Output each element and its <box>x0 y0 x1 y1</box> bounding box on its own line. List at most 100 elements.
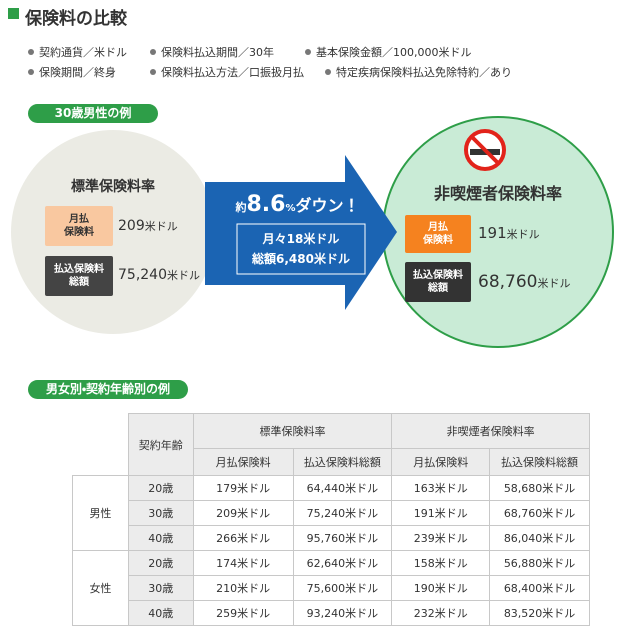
value-cell: 93,240米ドル <box>292 600 393 626</box>
amount: 75,240 <box>118 267 167 283</box>
header-cell: 月払保険料 <box>391 448 491 476</box>
value-cell: 179米ドル <box>192 475 294 501</box>
header-cell: 払込保険料総額 <box>489 448 590 476</box>
header-cell: 月払保険料 <box>192 448 294 476</box>
value-cell: 68,400米ドル <box>489 575 590 601</box>
value-cell: 266米ドル <box>192 525 294 551</box>
condition: 特定疾病保険料払込免除特約／あり <box>325 64 512 80</box>
condition: 保険期間／終身 <box>28 64 116 80</box>
condition: 保険料払込期間／30年 <box>150 44 274 60</box>
title-icon <box>8 8 19 19</box>
value-cell: 158米ドル <box>391 550 491 576</box>
gender-cell: 女性 <box>72 550 129 626</box>
value-cell: 259米ドル <box>192 600 294 626</box>
reduction-monthly: 月々18米ドル <box>262 232 340 246</box>
label-line: 総額 <box>69 277 89 288</box>
age-cell: 20歳 <box>127 475 194 501</box>
standard-circle <box>11 130 215 334</box>
reduction: 約8.6%ダウン！ <box>205 192 390 217</box>
header-cell: 標準保険料率 <box>192 413 393 449</box>
amount: 191 <box>478 224 507 242</box>
nonsmoker-total: 68,760米ドル <box>478 272 570 292</box>
value-cell: 163米ドル <box>391 475 491 501</box>
title: 保険料の比較 <box>25 9 127 29</box>
nonsmoker-monthly: 191米ドル <box>478 224 540 242</box>
value-cell: 95,760米ドル <box>292 525 393 551</box>
table-row: 40歳 259米ドル 93,240米ドル 232米ドル 83,520米ドル <box>73 600 590 626</box>
gender-cell: 男性 <box>72 475 129 551</box>
age-cell: 20歳 <box>127 550 194 576</box>
reduction-detail: 月々18米ドル 総額6,480米ドル <box>237 229 365 269</box>
label-line: 保険料 <box>64 227 94 238</box>
corner <box>72 413 129 476</box>
age-cell: 30歳 <box>127 500 194 526</box>
label-line: 払込保険料 <box>413 270 463 281</box>
value-cell: 210米ドル <box>192 575 294 601</box>
premium-table: 契約年齢 標準保険料率 非喫煙者保険料率 月払保険料 払込保険料総額 月払保険料… <box>72 413 590 626</box>
reduction-suffix: ダウン！ <box>295 196 360 215</box>
condition: 契約通貨／米ドル <box>28 44 127 60</box>
value-cell: 64,440米ドル <box>292 475 393 501</box>
unit: 米ドル <box>506 228 540 241</box>
age-cell: 30歳 <box>127 575 194 601</box>
unit: 米ドル <box>537 277 571 290</box>
table-body: 男性 20歳 179米ドル 64,440米ドル 163米ドル 58,680米ドル 30歳 20… <box>72 475 590 626</box>
table-head: 契約年齢 標準保険料率 非喫煙者保険料率 月払保険料 払込保険料総額 月払保険料… <box>72 413 590 476</box>
nonsmoker-monthly-label: 月払 保険料 <box>405 215 471 253</box>
table-label: 男女別・契約年齢別の例 <box>28 380 188 399</box>
age-cell: 40歳 <box>127 525 194 551</box>
value-cell: 62,640米ドル <box>292 550 393 576</box>
standard-total-label: 払込保険料 総額 <box>45 256 113 296</box>
label-line: 払込保険料 <box>54 264 104 275</box>
value-cell: 190米ドル <box>391 575 491 601</box>
value-cell: 83,520米ドル <box>489 600 590 626</box>
standard-monthly: 209米ドル <box>118 218 178 234</box>
standard-title: 標準保険料率 <box>71 179 155 195</box>
example-label: 30歳男性の例 <box>28 104 158 123</box>
header-cell: 非喫煙者保険料率 <box>391 413 590 449</box>
standard-total: 75,240米ドル <box>118 267 200 283</box>
arrow-frame <box>236 223 366 275</box>
reduction-unit: % <box>285 203 296 214</box>
header-row: 契約年齢 標準保険料率 非喫煙者保険料率 <box>72 413 590 476</box>
label-line: 保険料 <box>423 235 453 246</box>
table-row: 男性 20歳 179米ドル 64,440米ドル 163米ドル 58,680米ドル <box>72 475 590 551</box>
nonsmoker-title: 非喫煙者保険料率 <box>433 184 562 203</box>
label-line: 月払 <box>69 214 89 225</box>
condition: 基本保険金額／100,000米ドル <box>305 44 472 60</box>
table-row: 女性 20歳 174米ドル 62,640米ドル 158米ドル 56,880米ドル <box>72 550 590 626</box>
standard-monthly-label: 月払 保険料 <box>45 206 113 246</box>
table-row: 30歳 210米ドル 75,600米ドル 190米ドル 68,400米ドル <box>73 575 590 601</box>
value-cell: 209米ドル <box>192 500 294 526</box>
value-cell: 56,880米ドル <box>489 550 590 576</box>
label-line: 総額 <box>428 283 448 294</box>
table-row: 30歳 209米ドル 75,240米ドル 191米ドル 68,760米ドル <box>73 500 590 526</box>
unit: 米ドル <box>167 269 200 282</box>
value-cell: 174米ドル <box>192 550 294 576</box>
value-cell: 68,760米ドル <box>489 500 590 526</box>
value-cell: 86,040米ドル <box>489 525 590 551</box>
nonsmoker-total-label: 払込保険料 総額 <box>405 262 471 302</box>
amount: 68,760 <box>478 272 538 292</box>
reduction-total: 総額6,480米ドル <box>252 252 350 266</box>
value-cell: 239米ドル <box>391 525 491 551</box>
header-row: 月払保険料 払込保険料総額 月払保険料 払込保険料総額 <box>73 448 590 476</box>
table-row: 40歳 266米ドル 95,760米ドル 239米ドル 86,040米ドル <box>73 525 590 551</box>
reduction-prefix: 約 <box>235 201 247 214</box>
value-cell: 58,680米ドル <box>489 475 590 501</box>
value-cell: 191米ドル <box>391 500 491 526</box>
unit: 米ドル <box>144 220 178 233</box>
reduction-rate: 8.6 <box>246 192 286 217</box>
no-smoking-icon <box>464 129 506 171</box>
age-cell: 40歳 <box>127 600 194 626</box>
value-cell: 232米ドル <box>391 600 491 626</box>
condition: 保険料払込方法／口振扱月払 <box>150 64 304 80</box>
value-cell: 75,240米ドル <box>292 500 393 526</box>
label-line: 月払 <box>428 222 448 233</box>
amount: 209 <box>118 218 145 234</box>
header-cell: 契約年齢 <box>127 413 194 476</box>
arrow <box>205 155 397 310</box>
value-cell: 75,600米ドル <box>292 575 393 601</box>
header-cell: 払込保険料総額 <box>292 448 393 476</box>
